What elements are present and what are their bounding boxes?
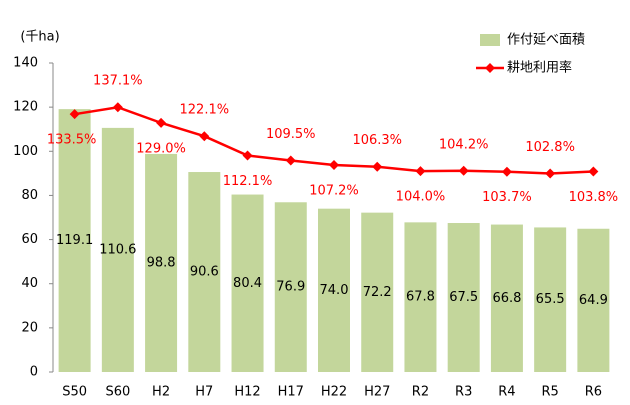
bar-value-label: 67.5	[449, 290, 478, 305]
line-value-label: 104.2%	[439, 137, 489, 152]
line-marker	[329, 159, 339, 170]
bar	[318, 208, 350, 372]
line-value-label: 129.0%	[136, 141, 186, 156]
x-tick-label: S60	[105, 385, 130, 400]
bar	[145, 153, 178, 372]
bar-value-label: 66.8	[492, 291, 521, 306]
bar	[231, 194, 264, 372]
bar	[361, 212, 394, 372]
legend-label: 耕地利用率	[507, 60, 572, 76]
line-marker	[112, 102, 123, 113]
bar	[490, 224, 523, 372]
legend-marker	[485, 63, 495, 73]
line-marker	[199, 131, 210, 142]
bar	[404, 222, 437, 372]
line-marker	[156, 117, 167, 128]
x-tick-label: S50	[62, 385, 87, 400]
line-marker	[372, 161, 383, 172]
bar	[534, 227, 567, 372]
bar-value-label: 119.1	[56, 233, 93, 248]
line-value-label: 104.0%	[396, 190, 446, 205]
bar-value-label: 98.8	[147, 255, 176, 270]
bar	[101, 127, 134, 372]
x-tick-label: H27	[364, 385, 390, 400]
line-value-label: 133.5%	[47, 133, 97, 148]
line-marker	[242, 150, 253, 161]
bar-value-label: 76.9	[276, 280, 305, 295]
y-tick-label: 120	[13, 100, 38, 115]
y-tick-label: 60	[21, 232, 38, 247]
line-marker	[545, 168, 556, 179]
line-value-label: 102.8%	[525, 140, 575, 155]
x-tick-label: H7	[195, 385, 213, 400]
line-value-label: 107.2%	[309, 183, 359, 198]
line-value-label: 137.1%	[93, 74, 143, 89]
line-marker	[501, 166, 512, 177]
y-tick-label: 0	[30, 365, 38, 380]
legend-label: 作付延べ面積	[507, 33, 585, 48]
line-marker	[588, 166, 599, 177]
bar	[58, 109, 91, 373]
line-marker	[69, 109, 80, 120]
line-value-label: 122.1%	[180, 103, 230, 118]
line-value-label: 103.8%	[569, 190, 619, 205]
x-tick-label: R6	[585, 385, 602, 400]
bar	[447, 223, 480, 372]
bar-value-label: 64.9	[579, 293, 608, 308]
x-tick-label: H12	[234, 385, 260, 400]
y-tick-label: 20	[21, 320, 38, 335]
x-tick-label: R2	[412, 385, 429, 400]
x-tick-label: H17	[278, 385, 304, 400]
x-tick-label: R3	[455, 385, 472, 400]
bar-value-label: 80.4	[233, 276, 262, 291]
bar	[577, 228, 610, 372]
line-value-label: 109.5%	[266, 127, 316, 142]
y-tick-label: 100	[13, 144, 38, 159]
x-tick-label: H2	[152, 385, 170, 400]
line-value-label: 103.7%	[482, 190, 532, 205]
line-value-label: 106.3%	[352, 133, 402, 148]
y-tick-label: 40	[21, 276, 38, 291]
bar-value-label: 67.8	[406, 290, 435, 305]
x-tick-label: R4	[498, 385, 515, 400]
y-tick-label: 80	[21, 188, 38, 203]
line-marker	[285, 155, 296, 166]
y-axis-label: (千ha)	[20, 30, 59, 45]
line-marker	[415, 166, 426, 177]
x-tick-label: H22	[321, 385, 347, 400]
line-marker	[458, 165, 469, 176]
bar-value-label: 72.2	[363, 285, 392, 300]
bar	[188, 172, 221, 372]
bar-value-label: 110.6	[99, 242, 136, 257]
line-value-label: 112.1%	[223, 174, 273, 189]
bar-value-label: 90.6	[190, 265, 219, 280]
bar-value-label: 65.5	[536, 292, 565, 307]
y-tick-label: 140	[13, 56, 38, 71]
bar	[274, 202, 307, 372]
bar-value-label: 74.0	[320, 283, 349, 298]
x-tick-label: R5	[541, 385, 558, 400]
legend-swatch	[480, 34, 500, 46]
